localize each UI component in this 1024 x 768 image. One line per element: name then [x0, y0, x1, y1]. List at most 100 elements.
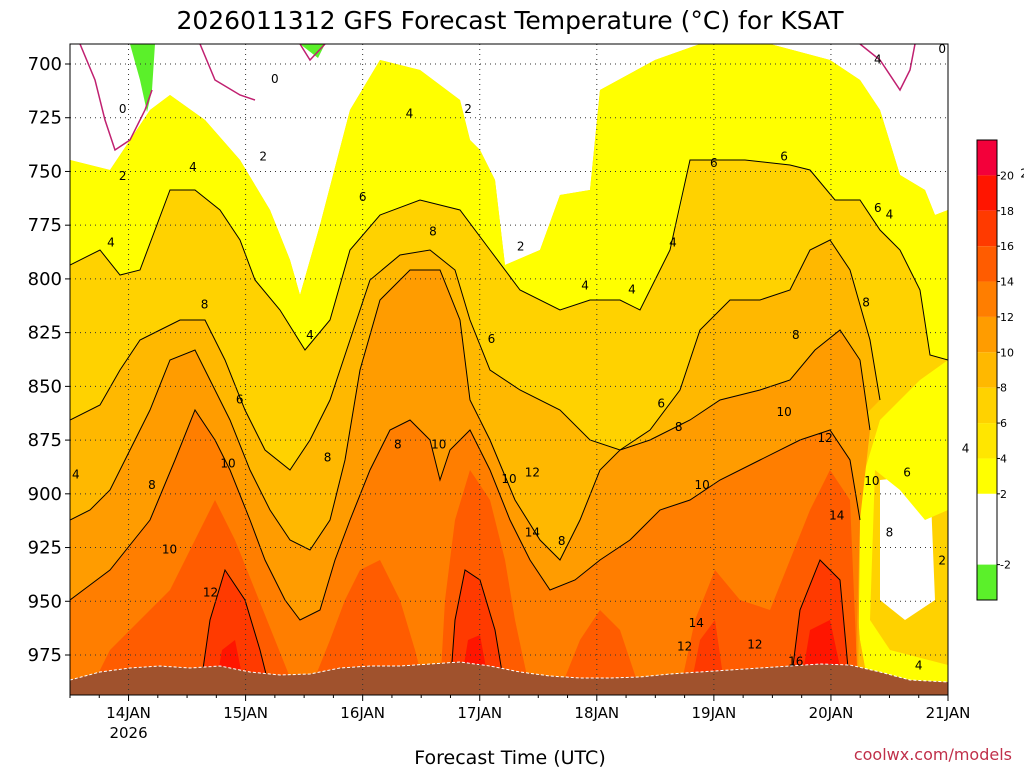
x-tick-label-16JAN: 16JAN	[340, 704, 385, 722]
grid-lines	[70, 44, 948, 695]
x-tick-label-20JAN: 20JAN	[809, 704, 854, 722]
y-tick-label-725: 725	[28, 108, 62, 129]
x-tick-label-19JAN: 19JAN	[691, 704, 736, 722]
contour-label-18: 4	[915, 659, 923, 673]
contour-label-53: 14	[829, 508, 844, 522]
band-2-4	[70, 44, 948, 360]
contour-label-17: 4	[886, 207, 894, 221]
contour-label-31: 8	[324, 450, 332, 464]
contour-label-39: 10	[162, 543, 177, 557]
contour-label-40: 10	[220, 457, 235, 471]
colorbar-label-18: 18	[1000, 205, 1014, 218]
band-2-4-right	[850, 360, 948, 695]
contour-label-7: 2	[1020, 167, 1024, 181]
contour-label-43: 10	[695, 478, 710, 492]
colorbar-label--2: -2	[1000, 559, 1011, 572]
x-tick-label-21JAN: 21JAN	[926, 704, 971, 722]
contour-label-24: 6	[657, 397, 665, 411]
contour-label-51: 14	[525, 526, 540, 540]
contour-label-16: 4	[874, 53, 882, 67]
contour-label-37: 8	[862, 296, 870, 310]
colorbar-frame	[976, 139, 998, 601]
colorbar-label-8: 8	[1000, 382, 1007, 395]
colorbar: -2 2 4 6 8 10 12 14 16 18 20	[976, 139, 1014, 601]
contour-label-25: 6	[710, 156, 718, 170]
contour-label-42: 10	[501, 472, 516, 486]
colorbar-swatch-10	[977, 493, 997, 530]
y-tick-label-875: 875	[28, 430, 62, 451]
contour-label-5: 2	[464, 102, 472, 116]
colorbar-swatch-4	[977, 281, 997, 317]
y-tick-label-975: 975	[28, 645, 62, 666]
colorbar-swatch-8	[977, 423, 997, 459]
colorbar-swatch-6	[977, 352, 997, 388]
contour-label-4: 2	[259, 149, 267, 163]
contour-label-48: 12	[677, 639, 692, 653]
contour-label-11: 4	[306, 328, 314, 342]
contour-label-20: 4	[72, 467, 80, 481]
colorbar-label-10: 10	[1000, 346, 1014, 359]
ground-terrain	[70, 662, 948, 695]
contour-label-28: 6	[903, 465, 911, 479]
contour-label-29: 8	[148, 478, 156, 492]
contour-label-1: 0	[271, 72, 279, 86]
chart-title: 2026011312 GFS Forecast Temperature (°C)…	[176, 6, 844, 35]
contour-label-0: 0	[119, 102, 127, 116]
colorbar-swatch-0	[977, 140, 997, 176]
contour-label-41: 10	[431, 437, 446, 451]
ground-edge	[70, 661, 948, 683]
contour-label-23: 6	[488, 332, 496, 346]
credit-text: coolwx.com/models	[854, 745, 1012, 764]
colorbar-swatch-11	[977, 529, 997, 565]
contour-label-21: 6	[236, 392, 244, 406]
contour-label-45: 10	[864, 474, 879, 488]
contour-label-26: 6	[780, 149, 788, 163]
x-tick-label-17JAN: 17JAN	[457, 704, 502, 722]
contour-label-14: 4	[628, 283, 636, 297]
y-tick-label-825: 825	[28, 323, 62, 344]
colorbar-swatch-5	[977, 316, 997, 353]
y-tick-label-700: 700	[28, 54, 62, 75]
contour-label-12: 4	[406, 106, 414, 120]
x-tick-sublabel-14JAN: 2026	[109, 724, 147, 742]
colorbar-swatch-3	[977, 246, 997, 282]
contour-label-46: 12	[203, 586, 218, 600]
contour-label-33: 8	[429, 225, 437, 239]
contour-label-9: 4	[107, 235, 115, 249]
contour-label-3: 2	[119, 169, 127, 183]
contour-label-13: 4	[581, 278, 589, 292]
colorbar-swatch-2	[977, 210, 997, 247]
y-tick-label-925: 925	[28, 538, 62, 559]
colorbar-label-6: 6	[1000, 417, 1007, 430]
y-tick-label-900: 900	[28, 484, 62, 505]
contour-label-27: 6	[874, 201, 882, 215]
contour-label-2: 0	[938, 42, 946, 56]
contour-label-22: 6	[359, 190, 367, 204]
x-tick-label-15JAN: 15JAN	[223, 704, 268, 722]
freezing-lines	[79, 44, 916, 152]
contour-label-32: 8	[394, 437, 402, 451]
y-tick-label-850: 850	[28, 376, 62, 397]
colorbar-swatch-7	[977, 387, 997, 424]
contour-labels: 0002222224444444444446666666688888888881…	[72, 42, 1024, 673]
x-axis-label: Forecast Time (UTC)	[414, 747, 605, 768]
x-tick-label-14JAN: 14JAN	[106, 704, 151, 722]
band-below-zero	[70, 44, 948, 295]
colorbar-swatch-12	[977, 564, 997, 600]
colorbar-label-16: 16	[1000, 240, 1014, 253]
contour-label-50: 12	[817, 431, 832, 445]
contour-label-44: 10	[776, 405, 791, 419]
contour-label-30: 8	[201, 298, 209, 312]
colorbar-swatch-1	[977, 175, 997, 211]
band-cold-pocket-top	[130, 44, 325, 112]
contour-label-35: 8	[675, 420, 683, 434]
y-axis: 700 725 750 775 800 825 850 875 900 925 950 975	[28, 54, 70, 666]
contour-label-36: 8	[792, 328, 800, 342]
contour-label-34: 8	[558, 534, 566, 548]
x-tick-label-18JAN: 18JAN	[574, 704, 619, 722]
colorbar-label-2: 2	[1000, 488, 1007, 501]
contour-label-19: 4	[962, 442, 970, 456]
contour-label-15: 4	[669, 235, 677, 249]
plot-area	[70, 44, 948, 695]
